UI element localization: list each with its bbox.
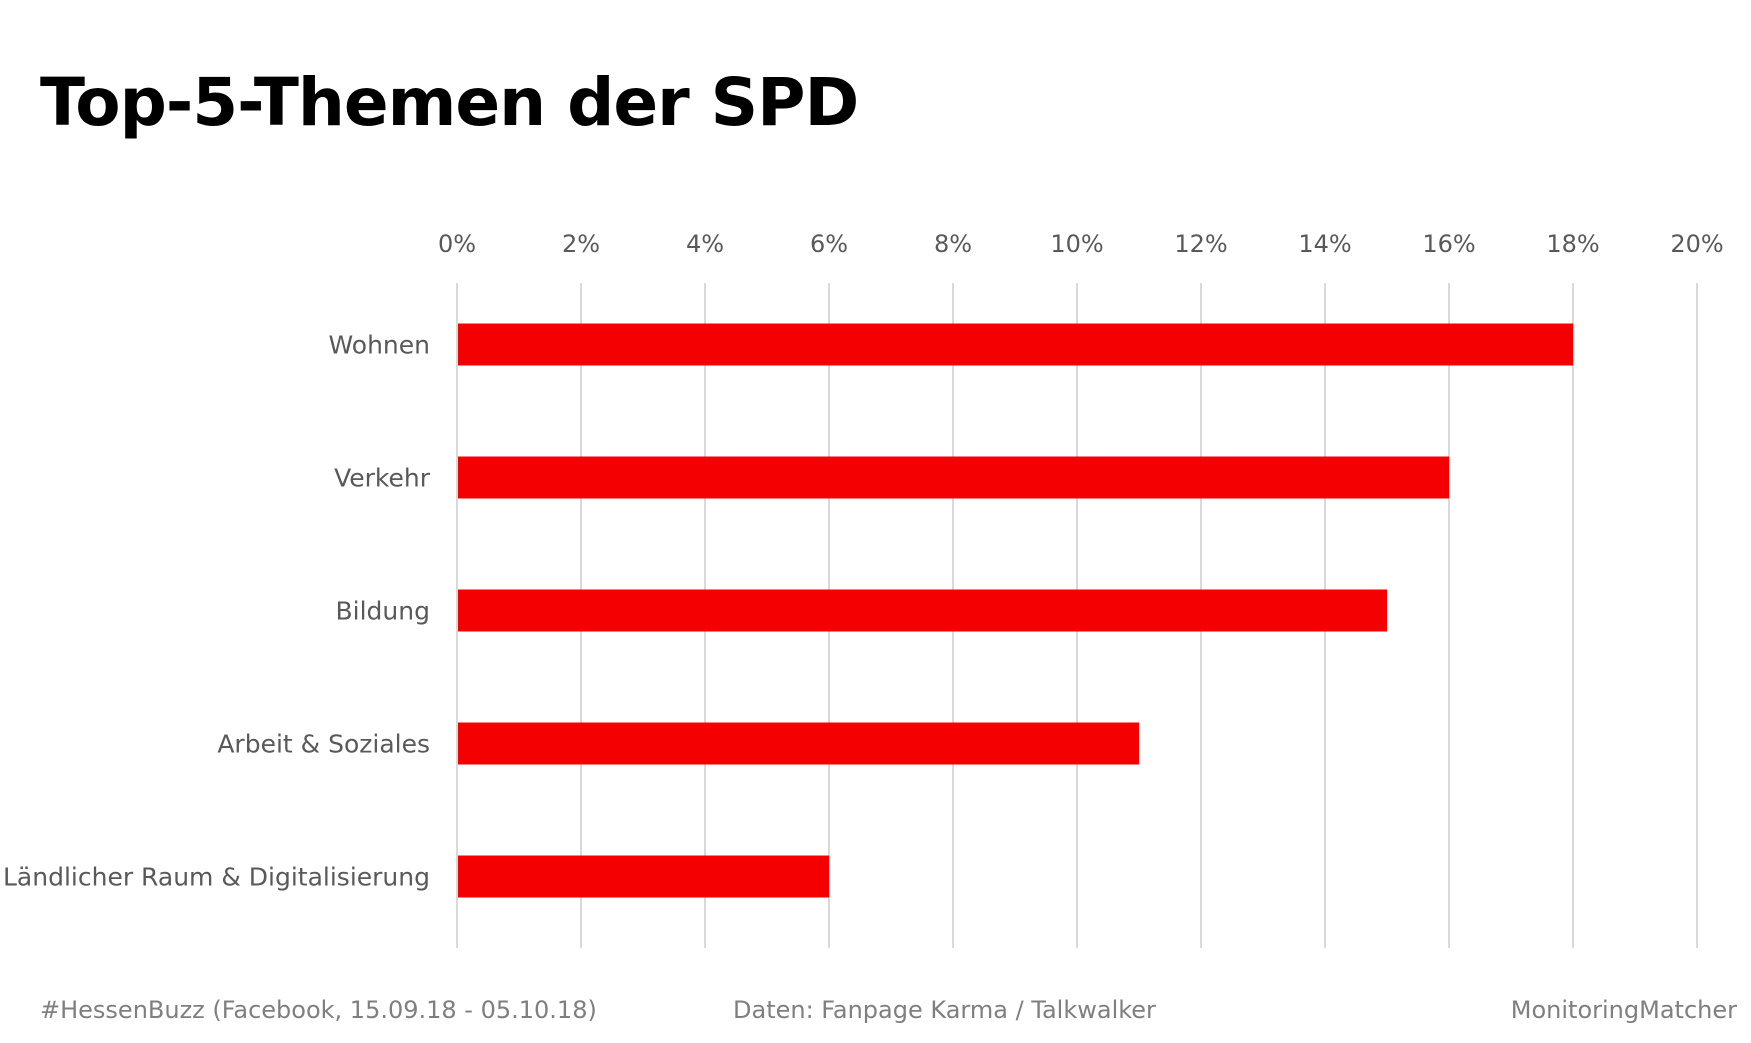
bar (458, 722, 1139, 765)
category-label: Ländlicher Raum & Digitalisierung (3, 863, 430, 892)
x-tick-label: 6% (810, 230, 848, 258)
x-tick-label: 18% (1546, 230, 1599, 258)
bar (458, 456, 1449, 499)
x-tick-label: 0% (438, 230, 476, 258)
y-axis-categories: Wohnen Verkehr Bildung Arbeit & Soziales Län… (3, 331, 431, 892)
category-label: Bildung (336, 597, 430, 626)
footer-hashtag-period: #HessenBuzz (Facebook, 15.09.18 - 05.10.… (40, 996, 597, 1024)
x-tick-label: 8% (934, 230, 972, 258)
bar (458, 323, 1573, 366)
x-tick-label: 12% (1174, 230, 1227, 258)
bar (458, 589, 1387, 632)
chart-title: Top-5-Themen der SPD (40, 64, 859, 141)
x-axis-ticks: 0% 2% 4% 6% 8% 10% 12% 14% 16% 18% 20% (438, 230, 1724, 258)
x-tick-label: 10% (1050, 230, 1103, 258)
x-tick-label: 16% (1422, 230, 1475, 258)
category-label: Wohnen (329, 331, 430, 360)
x-tick-label: 20% (1670, 230, 1723, 258)
category-label: Verkehr (334, 464, 431, 493)
x-tick-label: 14% (1298, 230, 1351, 258)
footer-data-source: Daten: Fanpage Karma / Talkwalker (733, 996, 1156, 1024)
bars (458, 323, 1573, 898)
x-tick-label: 2% (562, 230, 600, 258)
footer-brand: MonitoringMatcher (1510, 996, 1737, 1024)
bar (458, 855, 829, 898)
category-label: Arbeit & Soziales (217, 730, 430, 759)
x-tick-label: 4% (686, 230, 724, 258)
